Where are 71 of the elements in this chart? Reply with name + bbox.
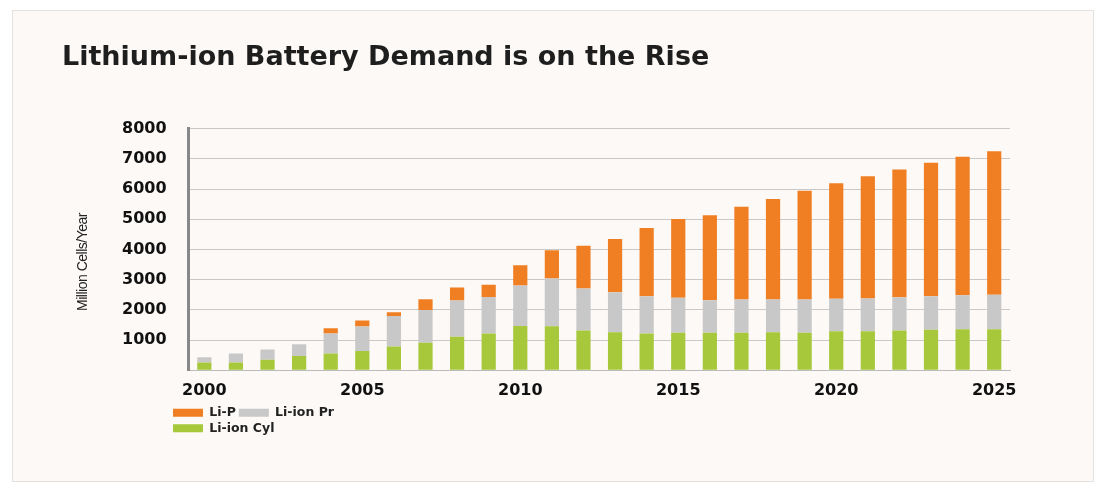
bar: [607, 238, 623, 293]
bar: [987, 329, 1002, 370]
x-tick-label: 2005: [340, 380, 385, 400]
bar: [513, 265, 528, 286]
legend-label: Li-ion Cyl: [209, 419, 275, 435]
bar: [355, 320, 370, 327]
bar: [702, 332, 717, 370]
bar: [734, 332, 749, 370]
bar: [860, 331, 875, 370]
bar: [892, 330, 907, 370]
bar: [987, 151, 1002, 295]
bar: [923, 329, 939, 370]
bar: [892, 169, 907, 298]
bar: [323, 353, 338, 370]
y-tick-label: 6000: [122, 178, 167, 198]
bar: [734, 206, 749, 300]
bar: [418, 342, 433, 370]
bar: [449, 287, 465, 301]
x-tick-label: 2010: [498, 380, 543, 400]
bar: [481, 333, 496, 370]
bar: [702, 215, 717, 301]
x-tick-label: 2025: [971, 380, 1017, 400]
bar: [829, 331, 844, 370]
y-tick-label: 4000: [122, 238, 167, 258]
bar: [639, 228, 654, 297]
chart-title: Lithium-ion Battery Demand is on the Rise: [62, 40, 710, 71]
bar: [197, 357, 212, 363]
bar: [639, 333, 654, 370]
y-tick-label: 1000: [122, 329, 167, 349]
bar: [386, 312, 402, 316]
bar: [228, 362, 244, 370]
y-tick-label: 5000: [122, 208, 167, 228]
bar: [544, 326, 559, 370]
bar: [923, 162, 939, 297]
bar: [197, 362, 212, 370]
bar: [260, 359, 275, 370]
bar: [671, 332, 686, 370]
bar: [449, 336, 465, 370]
bar: [260, 349, 275, 360]
bar: [544, 250, 559, 279]
bar: [418, 299, 433, 310]
x-tick-label: 2015: [655, 380, 701, 400]
bar: [607, 332, 623, 370]
bar: [671, 218, 686, 298]
y-tick-label: 2000: [122, 299, 167, 319]
bar: [797, 332, 812, 370]
bar: [955, 329, 970, 370]
bar: [576, 330, 591, 370]
bar: [292, 356, 307, 370]
bar: [765, 199, 781, 300]
y-axis-title: Million Cells/Year: [74, 213, 90, 311]
bar: [860, 176, 875, 299]
x-tick-label: 2020: [813, 380, 859, 400]
bar: [355, 350, 370, 370]
bar: [292, 344, 307, 357]
bar: [323, 328, 338, 334]
bar: [228, 353, 244, 363]
bar: [955, 156, 970, 296]
legend-label: Li-P: [209, 404, 236, 419]
legend-label: Li-ion Pr: [275, 404, 335, 419]
bar: [765, 332, 781, 370]
x-tick-label: 2000: [182, 380, 227, 400]
y-tick-label: 7000: [122, 147, 167, 167]
bar: [513, 325, 528, 370]
y-tick-label: 3000: [122, 268, 167, 288]
bar: [576, 245, 591, 289]
bar: [829, 183, 844, 299]
bar: [386, 346, 402, 370]
y-tick-label: 8000: [122, 117, 167, 137]
bar: [797, 190, 812, 300]
bar: [481, 284, 496, 297]
